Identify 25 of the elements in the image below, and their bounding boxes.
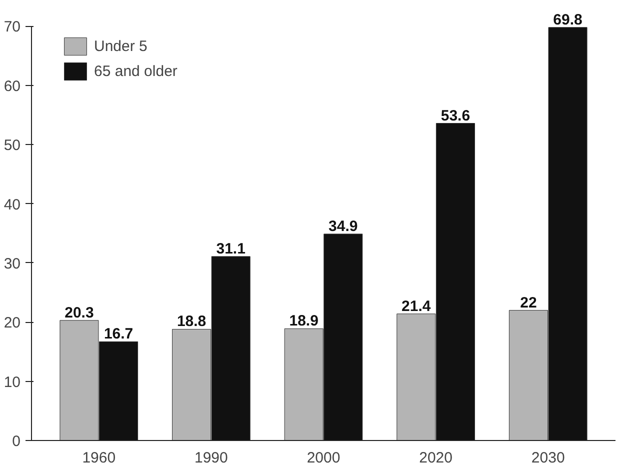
data-label: 69.8 <box>553 11 582 28</box>
data-label: 53.6 <box>440 107 470 124</box>
y-tick-label: 60 <box>4 78 21 95</box>
data-label: 21.4 <box>402 298 432 315</box>
x-tick-label: 2000 <box>306 450 340 466</box>
x-tick-label: 1960 <box>82 450 116 466</box>
data-label: 22 <box>520 294 537 312</box>
y-tick-label: 50 <box>4 137 21 154</box>
y-tick-label: 40 <box>4 196 21 214</box>
y-tick-label: 20 <box>4 314 21 332</box>
y-tick-label: 70 <box>4 18 21 36</box>
data-label: 31.1 <box>216 240 246 258</box>
y-tick-label: 30 <box>4 255 21 272</box>
x-tick-label: 1990 <box>194 450 228 466</box>
data-label: 18.9 <box>289 312 318 330</box>
data-label: 18.8 <box>176 313 206 330</box>
y-tick-label: 10 <box>4 374 21 391</box>
data-label: 16.7 <box>104 326 134 343</box>
data-label: 20.3 <box>64 304 94 322</box>
data-label: 34.9 <box>328 218 358 235</box>
legend-label: Under 5 <box>94 38 148 54</box>
legend-label: 65 and older <box>94 62 178 80</box>
x-tick-label: 2020 <box>419 450 452 466</box>
x-tick-label: 2030 <box>531 450 565 466</box>
y-tick-label: 0 <box>12 433 20 450</box>
